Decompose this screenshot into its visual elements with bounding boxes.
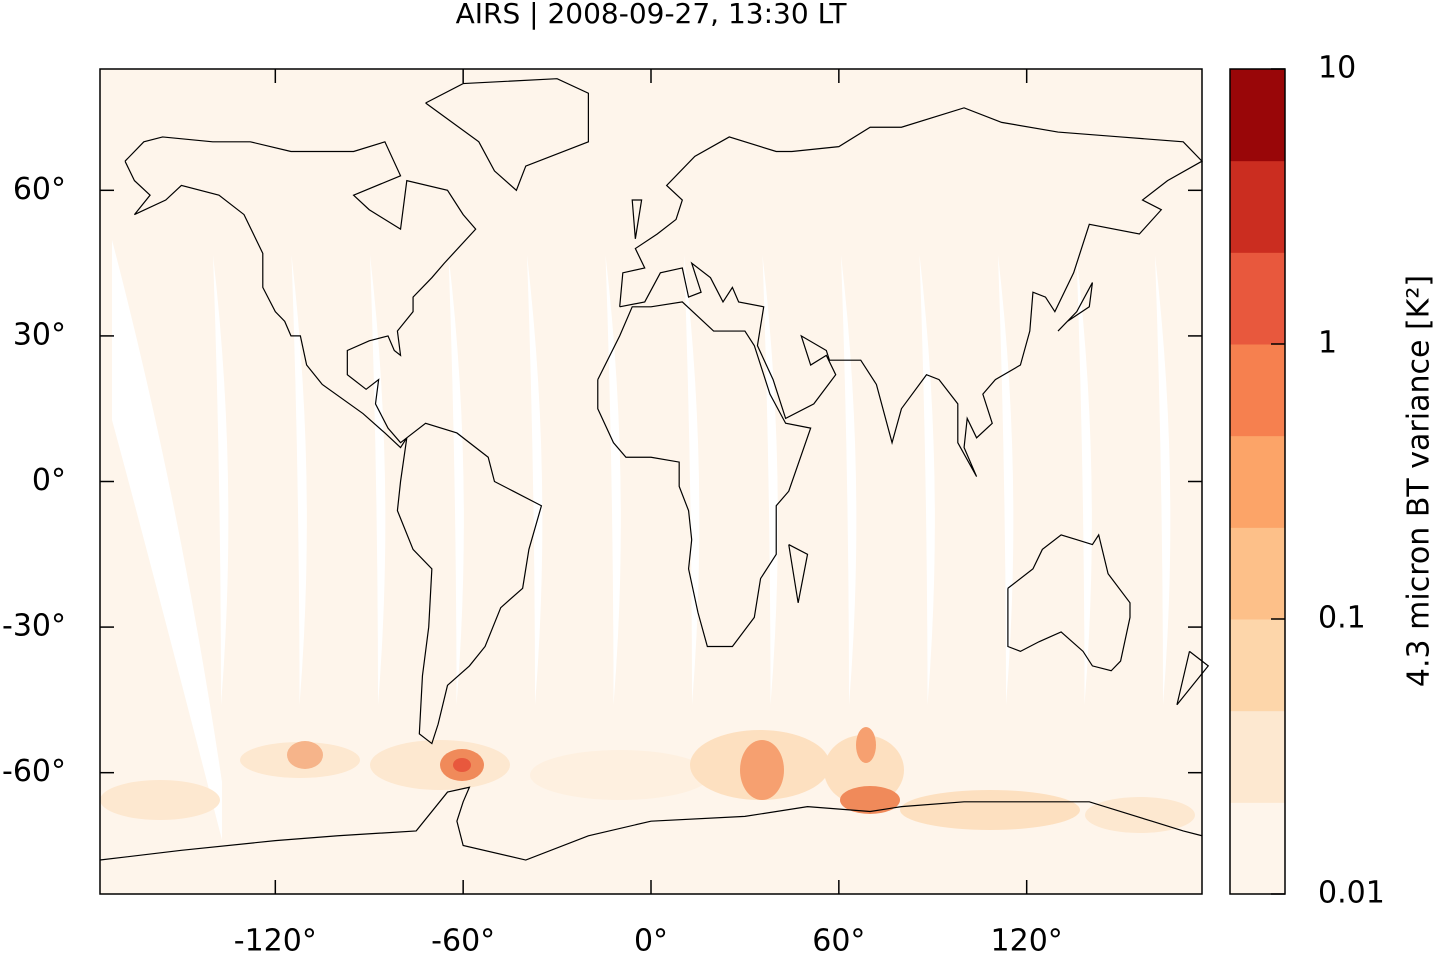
swath-gap bbox=[605, 255, 621, 705]
swath-gap bbox=[684, 255, 700, 705]
swath-gap bbox=[1155, 255, 1171, 705]
y-tick-label: 30° bbox=[13, 317, 66, 352]
colorbar-band bbox=[1230, 344, 1285, 437]
data-gaps bbox=[112, 240, 1171, 840]
coastline bbox=[1057, 282, 1094, 332]
colorbar-band bbox=[1230, 160, 1285, 253]
swath-gap bbox=[112, 240, 222, 840]
variance-patches bbox=[100, 727, 1195, 833]
colorbar bbox=[1230, 69, 1285, 895]
swath-gap bbox=[213, 255, 229, 705]
colorbar-frame bbox=[1229, 68, 1286, 895]
colorbar-tick-label: 1 bbox=[1318, 326, 1337, 361]
coastline bbox=[99, 786, 1203, 861]
colorbar-band bbox=[1230, 252, 1285, 345]
swath-gap bbox=[841, 255, 857, 705]
colorbar-tick-label: 0.1 bbox=[1318, 601, 1366, 636]
x-tick-label: 120° bbox=[991, 924, 1063, 956]
swath-gap bbox=[370, 255, 386, 705]
colorbar-band bbox=[1230, 69, 1285, 162]
title: AIRS | 2008-09-27, 13:30 LT bbox=[456, 0, 848, 30]
swath-gap bbox=[291, 255, 307, 705]
swath-gap bbox=[919, 255, 935, 705]
x-tick-label: 0° bbox=[634, 924, 668, 956]
colorbar-tick-label: 10 bbox=[1318, 51, 1356, 86]
coastline bbox=[124, 136, 477, 449]
x-tick-label: -60° bbox=[431, 924, 495, 956]
coastline bbox=[425, 78, 589, 192]
swath-gap bbox=[527, 255, 543, 705]
coastline bbox=[597, 301, 812, 648]
colorbar-band bbox=[1230, 435, 1285, 528]
x-tick-label: 60° bbox=[812, 924, 865, 956]
colorbar-label: 4.3 micron BT variance [K²] bbox=[1402, 275, 1437, 687]
y-tick-label: 0° bbox=[32, 463, 66, 498]
swath-gap bbox=[448, 255, 464, 705]
swath-gap bbox=[1076, 255, 1092, 705]
coastlines bbox=[99, 78, 1210, 861]
colorbar-band bbox=[1230, 619, 1285, 712]
swath-gap bbox=[762, 255, 778, 705]
coastline bbox=[1176, 650, 1210, 706]
coastline bbox=[788, 544, 809, 603]
y-tick-label: 60° bbox=[13, 172, 66, 207]
swath-gap bbox=[998, 255, 1014, 705]
coastline bbox=[396, 422, 543, 745]
coastline bbox=[631, 199, 643, 239]
coastline bbox=[619, 107, 1203, 477]
x-tick-label: -120° bbox=[234, 924, 317, 956]
colorbar-band bbox=[1230, 527, 1285, 620]
coastline bbox=[1007, 533, 1131, 672]
y-tick-label: -60° bbox=[2, 754, 66, 789]
colorbar-tick-label: 0.01 bbox=[1318, 876, 1385, 911]
y-tick-label: -30° bbox=[2, 609, 66, 644]
colorbar-band bbox=[1230, 802, 1285, 895]
colorbar-band bbox=[1230, 710, 1285, 803]
